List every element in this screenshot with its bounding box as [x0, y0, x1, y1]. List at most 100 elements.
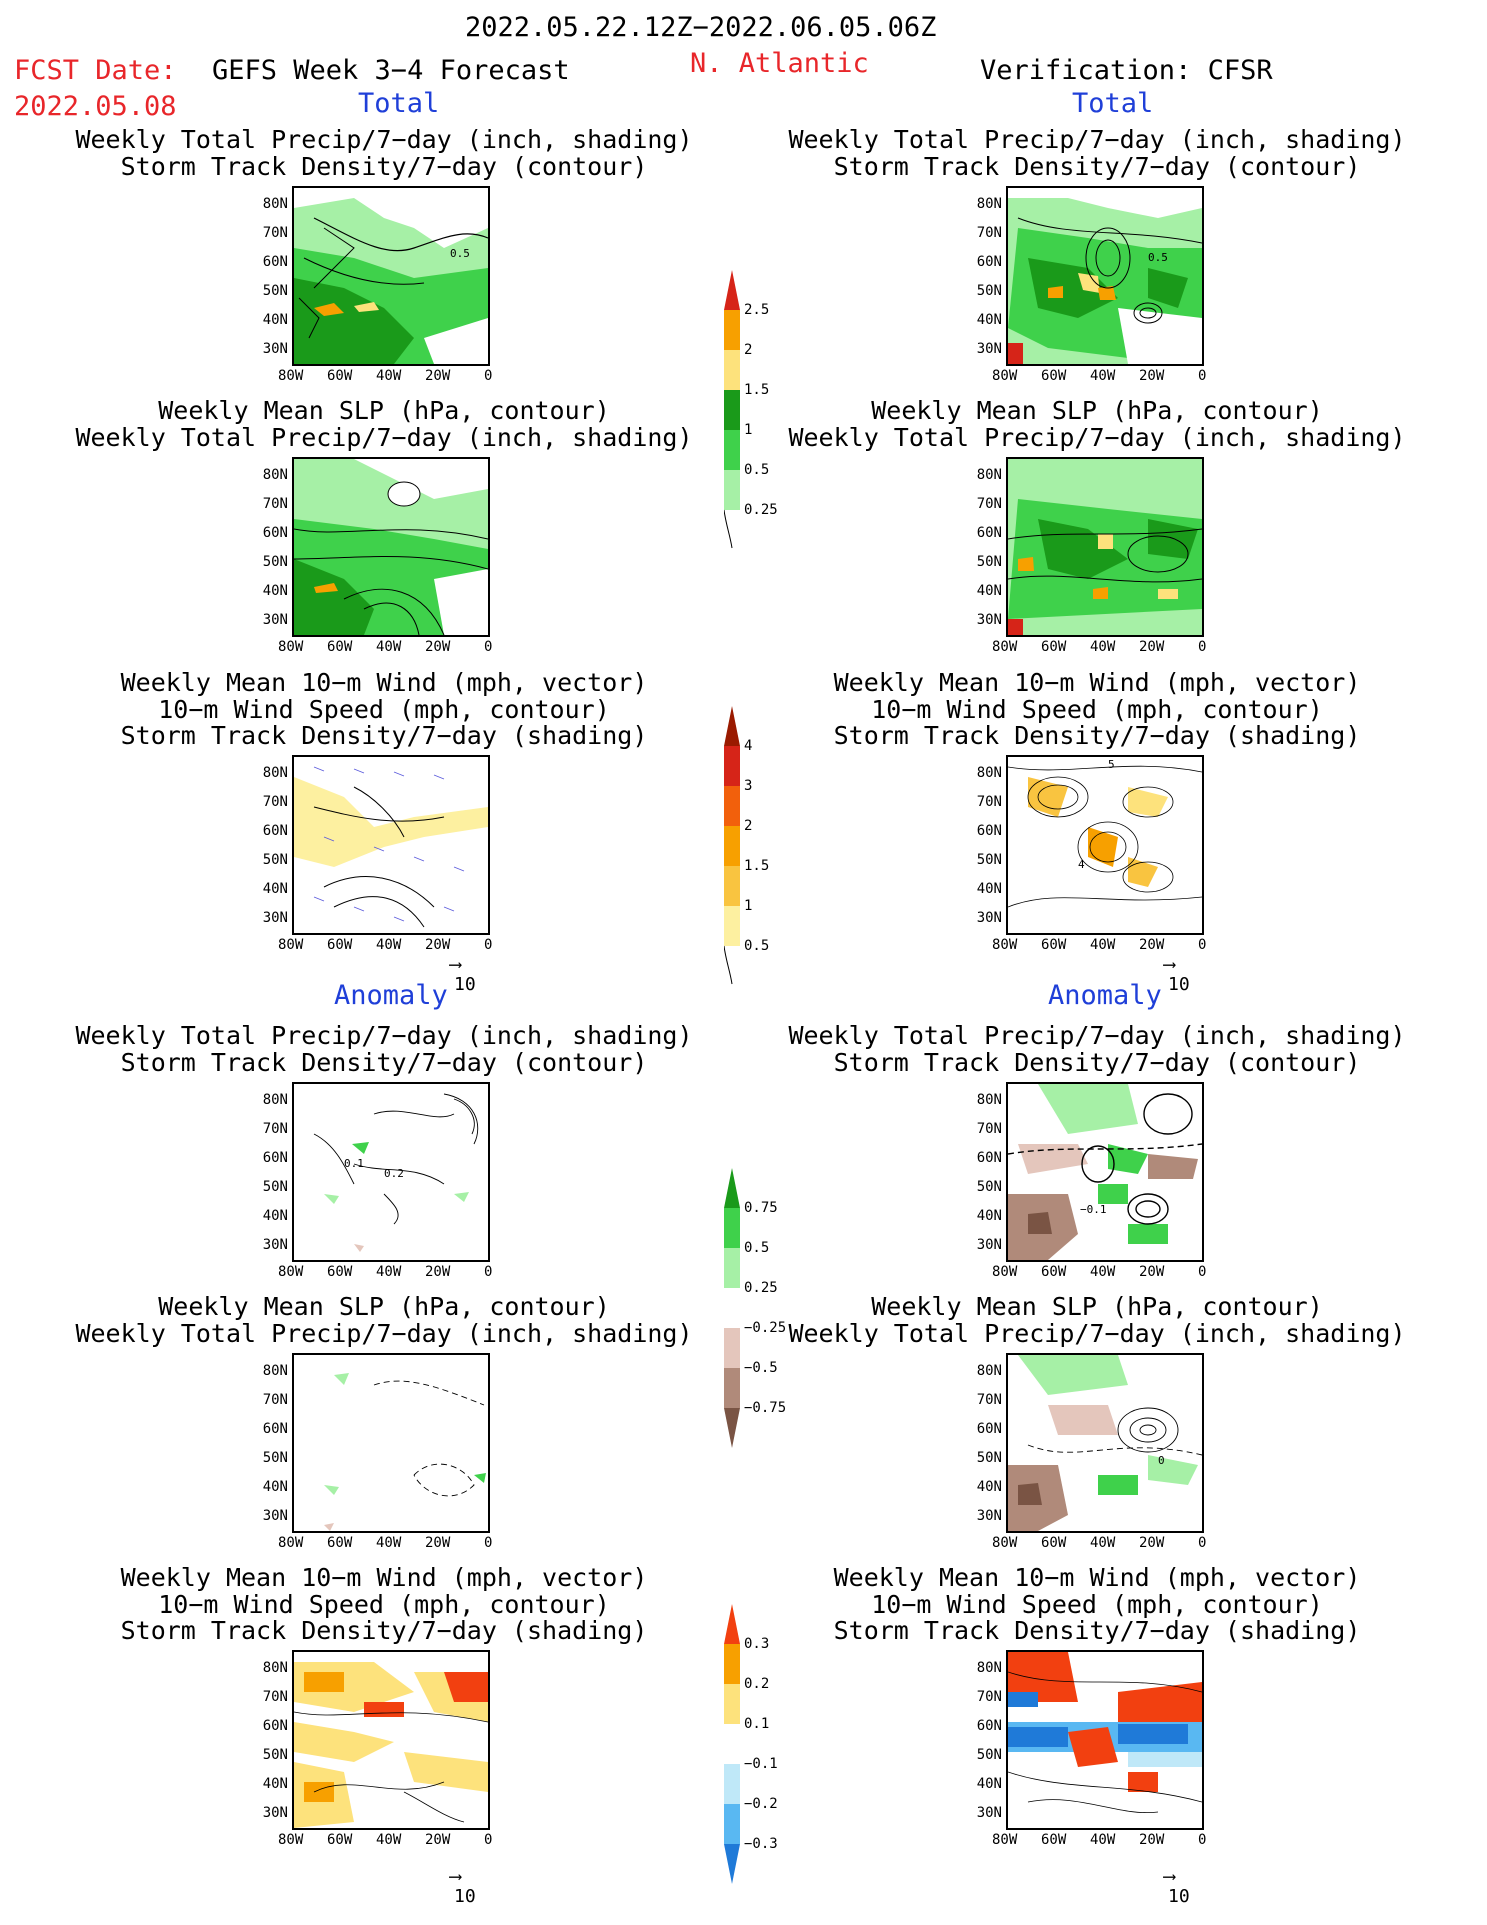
panel3-left-title-2: 10−m Wind Speed (mph, contour) — [158, 695, 610, 724]
colorbar-label: 3 — [744, 778, 753, 794]
lat-tick-label: 40N — [976, 1479, 1002, 1495]
panel4-right-title-1: Weekly Total Precip/7−day (inch, shading… — [788, 1021, 1406, 1050]
lat-tick-label: 30N — [976, 1237, 1002, 1253]
panel3-left-title-1: Weekly Mean 10−m Wind (mph, vector) — [120, 668, 648, 697]
lat-tick-label: 60N — [262, 1150, 288, 1166]
lon-tick-label: 80W — [992, 1535, 1018, 1551]
lat-tick-label: 80N — [262, 1092, 288, 1108]
colorbar-label: 0.5 — [744, 1240, 770, 1256]
lat-tick-label: 80N — [976, 765, 1002, 781]
lat-tick-label: 50N — [262, 852, 288, 868]
lon-tick-label: 80W — [278, 937, 304, 953]
lon-tick-label: 60W — [327, 937, 353, 953]
colorbar-swatch — [724, 1644, 740, 1684]
lat-tick-label: 70N — [262, 1121, 288, 1137]
vector-ref-panel6-left: ⟶ 10 — [450, 1866, 476, 1908]
panel3-right-title-3: Storm Track Density/7−day (shading) — [833, 721, 1361, 750]
contour-label: 4 — [1078, 858, 1085, 871]
colorbar-swatch — [724, 1684, 740, 1724]
lon-tick-label: 80W — [278, 1535, 304, 1551]
lon-tick-label: 80W — [992, 1832, 1018, 1848]
lon-tick-label: 80W — [992, 937, 1018, 953]
panel4-left-title-1: Weekly Total Precip/7−day (inch, shading… — [75, 1021, 693, 1050]
lat-tick-label: 60N — [262, 1718, 288, 1734]
lat-tick-label: 70N — [262, 794, 288, 810]
map-slp-precip-verification — [1006, 457, 1204, 637]
colorbar-swatch — [724, 1168, 740, 1208]
lon-tick-label: 20W — [425, 1832, 451, 1848]
lon-tick-label: 80W — [278, 1264, 304, 1280]
map-slp-precip-anomaly-forecast — [292, 1353, 490, 1533]
lon-tick-label: 0 — [1198, 1264, 1207, 1280]
contour-label: 0.1 — [344, 1157, 364, 1170]
panel3-left-title-3: Storm Track Density/7−day (shading) — [120, 721, 648, 750]
panel6-left-title-1: Weekly Mean 10−m Wind (mph, vector) — [120, 1563, 648, 1592]
colorbar-label: 2 — [744, 342, 753, 358]
panel2-right-title-2: Weekly Total Precip/7−day (inch, shading… — [788, 423, 1406, 452]
colorbar-swatch — [724, 1844, 740, 1884]
colorbar-label: 1.5 — [744, 382, 770, 398]
lat-tick-label: 60N — [976, 525, 1002, 541]
colorbar-label: −0.2 — [744, 1796, 778, 1812]
colorbar-swatch — [724, 1804, 740, 1844]
lon-tick-label: 20W — [425, 639, 451, 655]
lon-tick-label: 60W — [327, 368, 353, 384]
lat-tick-label: 60N — [976, 1150, 1002, 1166]
map-precip-track-verification: 0.5 — [1006, 186, 1204, 366]
lat-tick-label: 80N — [976, 196, 1002, 212]
arrow-right-icon: ⟶ — [1164, 954, 1175, 975]
lat-tick-label: 80N — [262, 196, 288, 212]
lat-tick-label: 50N — [976, 852, 1002, 868]
colorbar-label: −0.25 — [744, 1320, 787, 1336]
lon-tick-label: 60W — [1041, 639, 1067, 655]
section-anomaly-left: Anomaly — [334, 980, 448, 1011]
lon-tick-label: 40W — [1090, 1264, 1116, 1280]
lon-tick-label: 20W — [425, 1264, 451, 1280]
lon-tick-label: 60W — [1041, 368, 1067, 384]
vector-ref-label: 10 — [454, 1886, 476, 1907]
lat-tick-label: 50N — [976, 1179, 1002, 1195]
colorbar-label: −0.5 — [744, 1360, 778, 1376]
lat-tick-label: 30N — [976, 341, 1002, 357]
lon-tick-label: 40W — [376, 1832, 402, 1848]
lon-tick-label: 0 — [484, 368, 493, 384]
lat-tick-label: 40N — [976, 583, 1002, 599]
vector-ref-panel6-right: ⟶ 10 — [1164, 1868, 1190, 1908]
lat-tick-label: 70N — [262, 1392, 288, 1408]
lon-tick-label: 20W — [425, 368, 451, 384]
lat-tick-label: 30N — [262, 341, 288, 357]
lon-tick-label: 80W — [992, 639, 1018, 655]
lon-tick-label: 0 — [484, 639, 493, 655]
lon-tick-label: 80W — [992, 368, 1018, 384]
lon-tick-label: 0 — [1198, 1832, 1207, 1848]
lat-tick-label: 50N — [976, 1747, 1002, 1763]
colorbar-swatch — [724, 1724, 740, 1764]
lat-tick-label: 40N — [262, 1208, 288, 1224]
region-label: N. Atlantic — [690, 48, 869, 79]
arrow-right-icon: ⟶ — [450, 1866, 461, 1887]
panel1-right-title-2: Storm Track Density/7−day (contour) — [833, 152, 1361, 181]
lon-tick-label: 60W — [1041, 937, 1067, 953]
lat-tick-label: 30N — [262, 1508, 288, 1524]
panel1-left-title-1: Weekly Total Precip/7−day (inch, shading… — [75, 125, 693, 154]
lat-tick-label: 50N — [262, 283, 288, 299]
lat-tick-label: 30N — [262, 910, 288, 926]
lon-tick-label: 60W — [1041, 1264, 1067, 1280]
lat-tick-label: 40N — [262, 583, 288, 599]
lon-tick-label: 20W — [1139, 937, 1165, 953]
lat-tick-label: 70N — [976, 1121, 1002, 1137]
colorbar-swatch — [724, 1208, 740, 1248]
lat-tick-label: 70N — [976, 794, 1002, 810]
vector-ref-panel3-left: ⟶ 10 — [450, 956, 476, 996]
lon-tick-label: 40W — [1090, 368, 1116, 384]
lon-tick-label: 20W — [1139, 1832, 1165, 1848]
lat-tick-label: 50N — [262, 1450, 288, 1466]
colorbar-swatch — [724, 906, 740, 946]
lon-tick-label: 0 — [484, 937, 493, 953]
lat-tick-label: 50N — [262, 1179, 288, 1195]
lat-tick-label: 40N — [262, 881, 288, 897]
lat-tick-label: 40N — [262, 312, 288, 328]
lat-tick-label: 30N — [262, 1805, 288, 1821]
panel4-right-title-2: Storm Track Density/7−day (contour) — [833, 1048, 1361, 1077]
contour-label: 0.2 — [384, 1167, 404, 1180]
